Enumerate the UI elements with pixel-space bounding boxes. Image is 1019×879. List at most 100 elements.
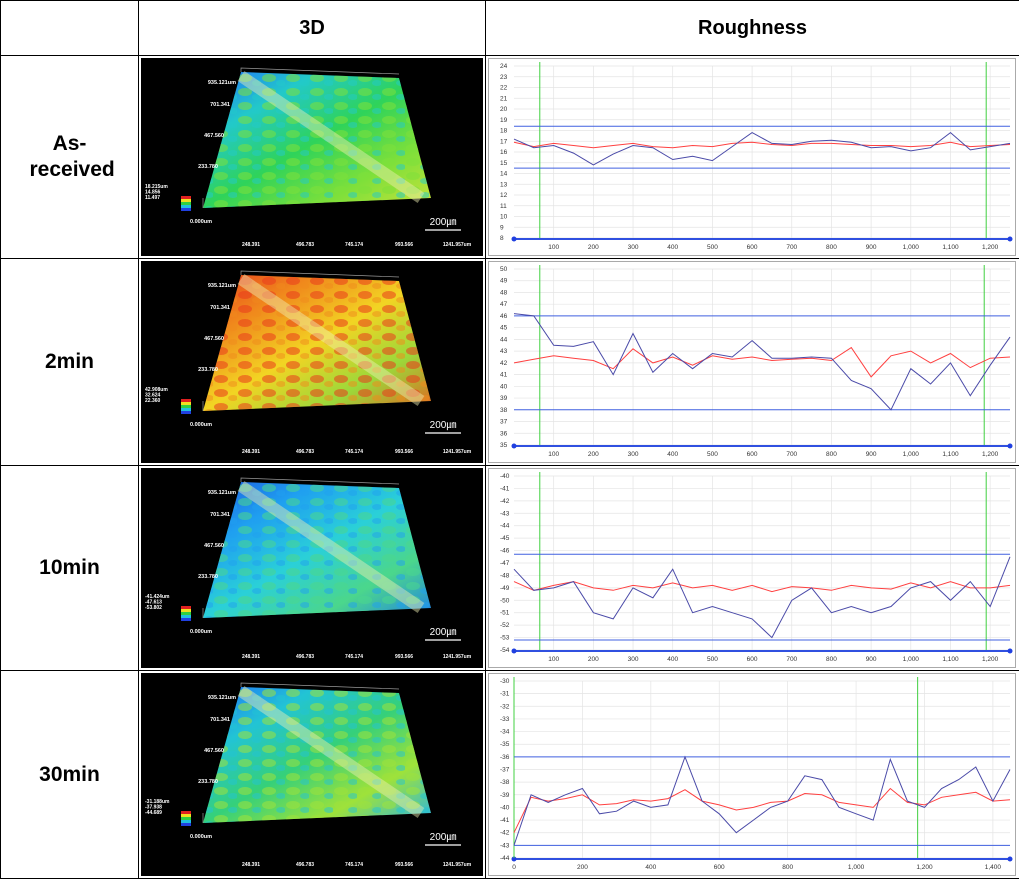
x-axis-label: 745.174 (345, 654, 363, 660)
y-tick-label: -40 (500, 804, 510, 811)
y-axis-label: 935.121um (208, 490, 236, 496)
x-tick-label: 900 (866, 451, 877, 458)
legend-swatch (181, 199, 191, 202)
y-tick-label: -39 (500, 792, 510, 799)
y-tick-label: 16 (500, 149, 508, 156)
legend-swatch (181, 408, 191, 411)
x-tick-label: 400 (667, 244, 678, 251)
x-tick-label: 0 (512, 864, 516, 871)
y-tick-label: -44 (500, 523, 510, 530)
render-3d: 935.121um701.341467.560233.7800.000um-31… (141, 673, 483, 876)
y-axis-label: 467.560 (204, 336, 224, 342)
x-tick-label: 800 (826, 656, 837, 663)
x-tick-label: 900 (866, 244, 877, 251)
x-axis-label: 993.566 (395, 654, 413, 660)
legend-swatch (181, 399, 191, 402)
x-tick-label: 1,200 (982, 244, 999, 251)
row-label-cell: 30min (0, 670, 139, 879)
x-tick-label: 1,200 (982, 451, 999, 458)
y-tick-label: -52 (500, 622, 510, 629)
x-axis-label: 745.174 (345, 242, 363, 248)
y-tick-label: -53 (500, 635, 510, 642)
legend-swatch (181, 411, 191, 414)
x-tick-label: 100 (548, 656, 559, 663)
y-axis-label: 701.341 (210, 102, 230, 108)
row-label-cell: As-received (0, 55, 139, 259)
x-tick-label: 200 (577, 864, 588, 871)
y-tick-label: -44 (500, 855, 510, 862)
y-tick-label: -40 (500, 473, 510, 480)
x-tick-label: 1,000 (903, 656, 920, 663)
y-tick-label: 41 (500, 372, 508, 379)
y-tick-label: -30 (500, 678, 510, 685)
x-axis-label: 496.783 (296, 654, 314, 660)
y-tick-label: 10 (500, 214, 508, 221)
x-tick-label: 300 (628, 656, 639, 663)
legend-label: -53.802 (145, 605, 162, 611)
x-tick-label: 500 (707, 451, 718, 458)
y-tick-label: 21 (500, 95, 508, 102)
legend-swatch (181, 606, 191, 609)
y-tick-label: 47 (500, 301, 508, 308)
x-tick-label: 100 (548, 451, 559, 458)
y-tick-label: -47 (500, 560, 510, 567)
y-axis-label: 0.000um (190, 834, 212, 840)
y-tick-label: 9 (500, 224, 504, 231)
axis-end (1008, 237, 1013, 242)
y-tick-label: 37 (500, 419, 508, 426)
y-axis-label: 233.780 (198, 164, 218, 170)
y-tick-label: 22 (500, 85, 508, 92)
y-tick-label: 35 (500, 442, 508, 449)
x-tick-label: 1,100 (942, 244, 959, 251)
y-tick-label: 38 (500, 407, 508, 414)
y-tick-label: -37 (500, 767, 510, 774)
y-axis-label: 0.000um (190, 422, 212, 428)
y-tick-label: 18 (500, 128, 508, 135)
roughness-chart: -44-43-42-41-40-39-38-37-36-35-34-33-32-… (488, 673, 1016, 876)
x-axis-label: 496.783 (296, 449, 314, 455)
legend-label: -44.689 (145, 810, 162, 816)
y-tick-label: -48 (500, 572, 510, 579)
y-axis-label: 467.560 (204, 133, 224, 139)
y-tick-label: -49 (500, 585, 510, 592)
legend-swatch (181, 820, 191, 823)
y-tick-label: -34 (500, 729, 510, 736)
axis-end (512, 237, 517, 242)
y-tick-label: -45 (500, 535, 510, 542)
y-axis-label: 0.000um (190, 629, 212, 635)
y-tick-label: 13 (500, 181, 508, 188)
column-header: 3D (138, 0, 486, 56)
y-tick-label: -35 (500, 741, 510, 748)
y-tick-label: -46 (500, 548, 510, 555)
x-axis-label: 1241.957um (443, 862, 472, 868)
x-tick-label: 700 (786, 244, 797, 251)
legend-swatch (181, 205, 191, 208)
render-3d: 935.121um701.341467.560233.7800.000um18.… (141, 58, 483, 256)
x-tick-label: 400 (667, 451, 678, 458)
x-tick-label: 1,400 (985, 864, 1002, 871)
y-tick-label: -50 (500, 597, 510, 604)
x-axis-label: 248.391 (242, 449, 260, 455)
row-label-cell: 2min (0, 258, 139, 466)
y-axis-label: 233.780 (198, 574, 218, 580)
legend-swatch (181, 817, 191, 820)
x-tick-label: 300 (628, 451, 639, 458)
legend-label: 22.360 (145, 398, 161, 404)
x-tick-label: 800 (826, 451, 837, 458)
x-axis-label: 745.174 (345, 449, 363, 455)
x-tick-label: 300 (628, 244, 639, 251)
x-tick-label: 400 (645, 864, 656, 871)
y-tick-label: 14 (500, 171, 508, 178)
y-tick-label: 42 (500, 360, 508, 367)
legend-swatch (181, 618, 191, 621)
x-axis-label: 1241.957um (443, 654, 472, 660)
y-tick-label: -36 (500, 754, 510, 761)
y-axis-label: 701.341 (210, 717, 230, 723)
y-tick-label: -38 (500, 779, 510, 786)
legend-swatch (181, 609, 191, 612)
x-axis-label: 248.391 (242, 242, 260, 248)
y-tick-label: 49 (500, 278, 508, 285)
x-axis-label: 745.174 (345, 862, 363, 868)
x-axis-label: 496.783 (296, 862, 314, 868)
row-label: 30min (30, 762, 110, 788)
